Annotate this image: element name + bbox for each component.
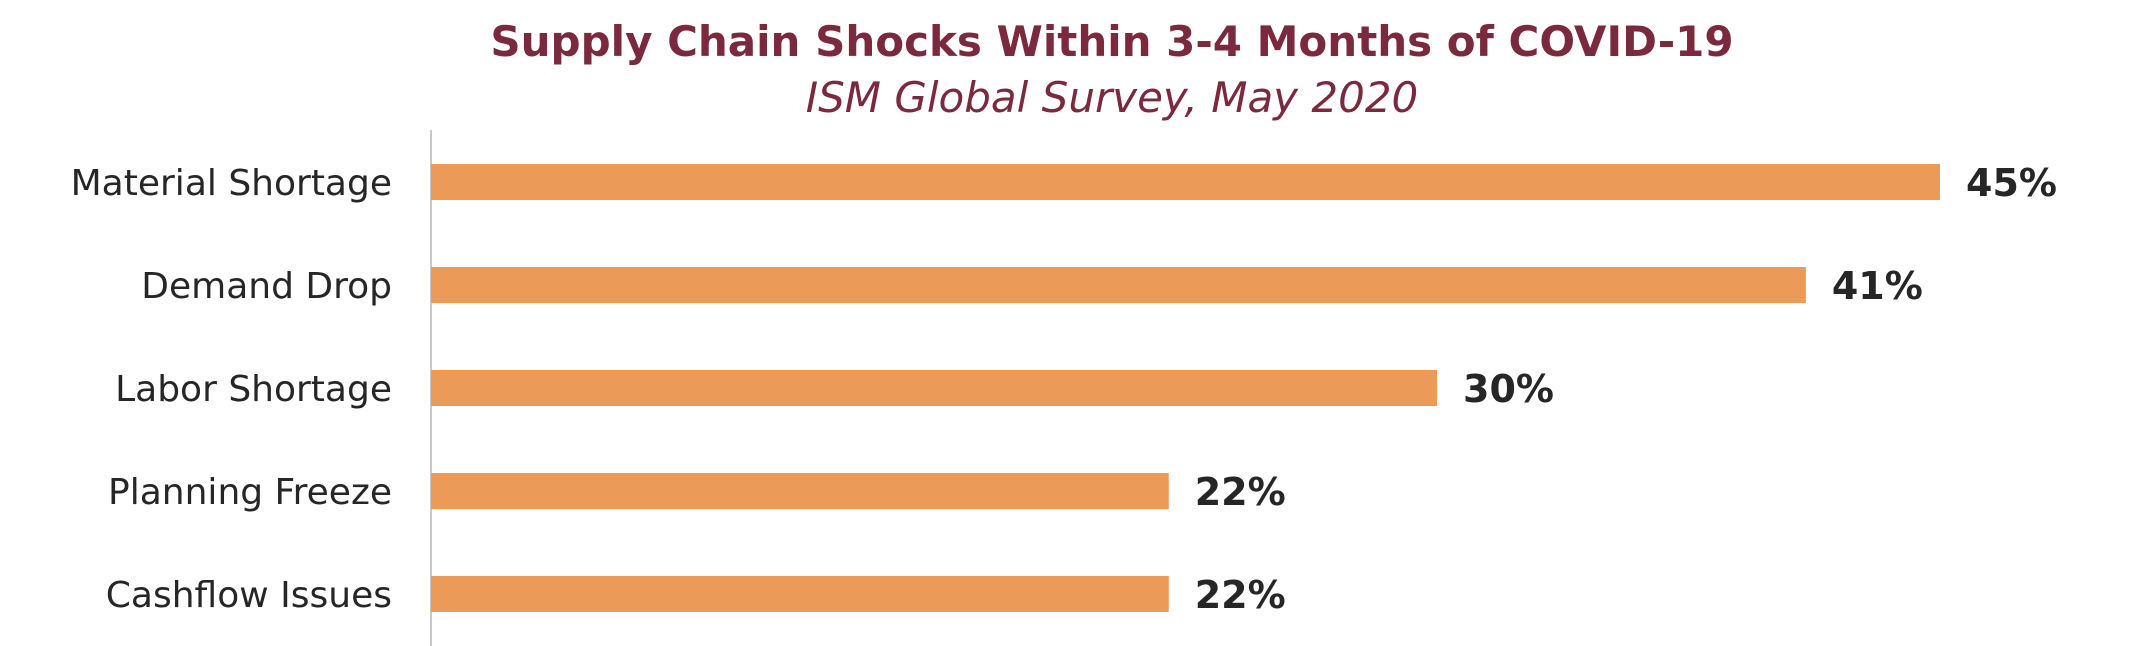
category-label: Labor Shortage [115,369,392,410]
bar-material-shortage [431,164,1940,200]
value-label: 30% [1463,367,1554,411]
bar-labor-shortage [431,370,1437,406]
category-label: Demand Drop [141,266,392,307]
category-label: Material Shortage [71,163,392,204]
value-label: 41% [1832,264,1923,308]
category-label: Cashflow Issues [106,575,392,616]
chart-title: Supply Chain Shocks Within 3-4 Months of… [490,17,1733,66]
category-label: Planning Freeze [108,472,392,513]
value-label: 22% [1195,573,1286,617]
bar-cashflow-issues [431,576,1169,612]
bar-demand-drop [431,267,1806,303]
chart-subtitle: ISM Global Survey, May 2020 [806,73,1419,122]
bar-planning-freeze [431,473,1169,509]
value-label: 45% [1966,161,2057,205]
bars-group: Material Shortage 45% Demand Drop 41% Labor … [71,161,2057,617]
value-label: 22% [1195,470,1286,514]
